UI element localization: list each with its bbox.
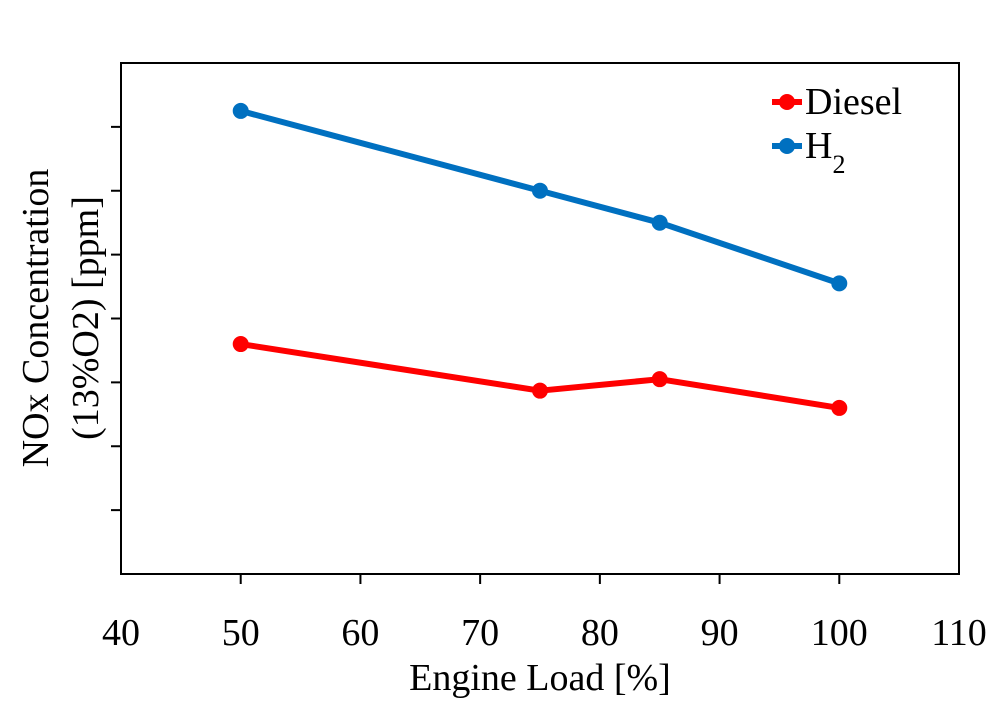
legend-item-diesel: Diesel: [772, 81, 902, 123]
series-h2: [232, 102, 848, 292]
x-tick-label-7: 110: [931, 612, 987, 654]
plot-area-frame: [120, 62, 960, 575]
x-tick-label-0: 40: [102, 612, 140, 654]
series-diesel: [232, 336, 848, 416]
y-axis-title-line1: NOx Concentration: [15, 169, 57, 468]
x-tick-label-6: 100: [811, 612, 868, 654]
series-line-diesel: [240, 341, 840, 411]
x-axis-ticks: [239, 574, 841, 584]
x-axis-tick-labels: 40 50 60 70 80 90 100 110: [102, 612, 987, 654]
data-point-diesel-3: [831, 399, 848, 416]
legend-label: Diesel: [805, 81, 902, 123]
x-axis-title: Engine Load [%]: [409, 657, 671, 699]
x-tick-label-2: 60: [341, 612, 379, 654]
y-axis-title-line2: (13%O2) [ppm]: [65, 196, 107, 440]
series-layer: [232, 102, 848, 416]
data-point-h2-0: [232, 102, 249, 119]
data-point-h2-1: [532, 182, 548, 199]
data-point-h2-3: [831, 275, 848, 292]
y-axis-ticks: [111, 125, 121, 512]
x-tick-label-4: 80: [581, 612, 619, 654]
legend-item-h2: H2: [772, 125, 845, 179]
x-tick-label-1: 50: [222, 612, 260, 654]
x-tick-label-5: 90: [701, 612, 739, 654]
data-point-h2-2: [651, 214, 668, 231]
legend-label: H2: [805, 125, 845, 179]
y-axis-title: NOx Concentration (13%O2) [ppm]: [15, 169, 107, 468]
series-line-h2: [239, 108, 841, 287]
x-tick-label-3: 70: [461, 612, 499, 654]
data-point-diesel-2: [651, 371, 668, 388]
data-point-diesel-1: [532, 382, 548, 399]
legend-swatch-marker: [779, 94, 795, 110]
data-point-diesel-0: [232, 336, 249, 353]
legend-swatch-marker: [779, 138, 795, 154]
